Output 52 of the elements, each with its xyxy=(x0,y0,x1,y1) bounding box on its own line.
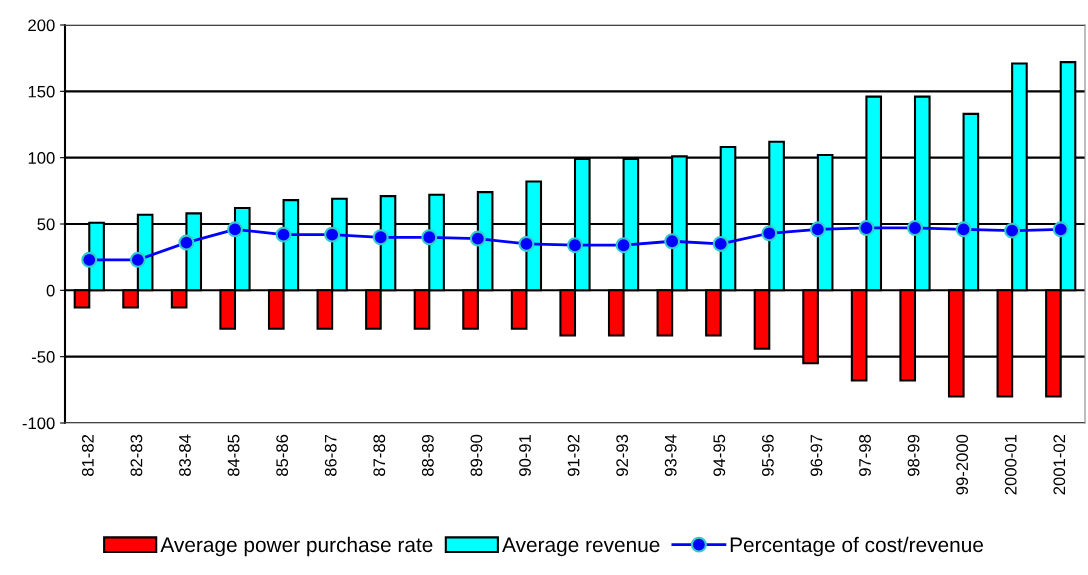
point xyxy=(421,229,438,246)
x-tick-label: 84-85 xyxy=(227,434,240,477)
point xyxy=(907,220,923,236)
y-tick-label: 50 xyxy=(37,218,55,231)
point xyxy=(1052,221,1069,238)
x-tick-label: 85-86 xyxy=(276,434,289,477)
y-tick-label: -50 xyxy=(31,351,55,363)
x-tick-label: 94-95 xyxy=(713,434,726,476)
x-tick-label: 97-98 xyxy=(859,434,871,476)
point xyxy=(178,234,195,251)
x-tick-label: 99-2000 xyxy=(956,434,969,495)
x-tick-label: 92-93 xyxy=(616,434,629,476)
y-tick-label: 200 xyxy=(28,19,55,32)
point xyxy=(761,225,778,242)
point xyxy=(81,251,98,268)
x-tick-label: 2001-02 xyxy=(1053,434,1066,495)
x-tick-label: 83-84 xyxy=(179,434,191,477)
point xyxy=(664,233,681,250)
x-tick-label: 91-92 xyxy=(567,434,580,476)
x-tick-label: 89-90 xyxy=(470,434,483,477)
point xyxy=(955,221,972,238)
point xyxy=(809,221,826,238)
point xyxy=(324,226,341,243)
legend-label: Average power purchase rate xyxy=(160,536,433,557)
point xyxy=(712,235,729,252)
x-tick-label: 90-91 xyxy=(519,434,531,476)
point xyxy=(275,226,292,243)
point xyxy=(567,237,583,254)
point xyxy=(1004,222,1021,239)
x-tick-label: 88-89 xyxy=(421,434,434,477)
point xyxy=(469,230,486,247)
x-tick-label: 96-97 xyxy=(810,434,823,476)
x-tick-label: 86-87 xyxy=(324,434,337,477)
legend-label: Average revenue xyxy=(502,537,660,557)
x-tick-label: 93-94 xyxy=(664,434,677,476)
y-tick-label: -100 xyxy=(22,417,55,430)
point xyxy=(372,229,389,246)
point xyxy=(615,237,632,254)
legend-label: Percentage of cost/revenue xyxy=(730,536,983,557)
y-tick-label: 150 xyxy=(28,85,55,98)
point xyxy=(518,235,535,252)
point xyxy=(129,251,146,268)
x-tick-label: 82-83 xyxy=(130,434,143,477)
y-tick-label: 100 xyxy=(28,152,55,164)
point xyxy=(858,220,875,236)
x-tick-label: 81-82 xyxy=(81,434,94,477)
y-tick-label: 0 xyxy=(46,284,55,297)
x-tick-label: 98-99 xyxy=(907,434,920,476)
x-tick-label: 2000-01 xyxy=(1004,434,1017,495)
x-tick-label: 95-96 xyxy=(761,434,774,476)
point xyxy=(227,221,243,238)
x-tick-label: 87-88 xyxy=(373,434,386,477)
